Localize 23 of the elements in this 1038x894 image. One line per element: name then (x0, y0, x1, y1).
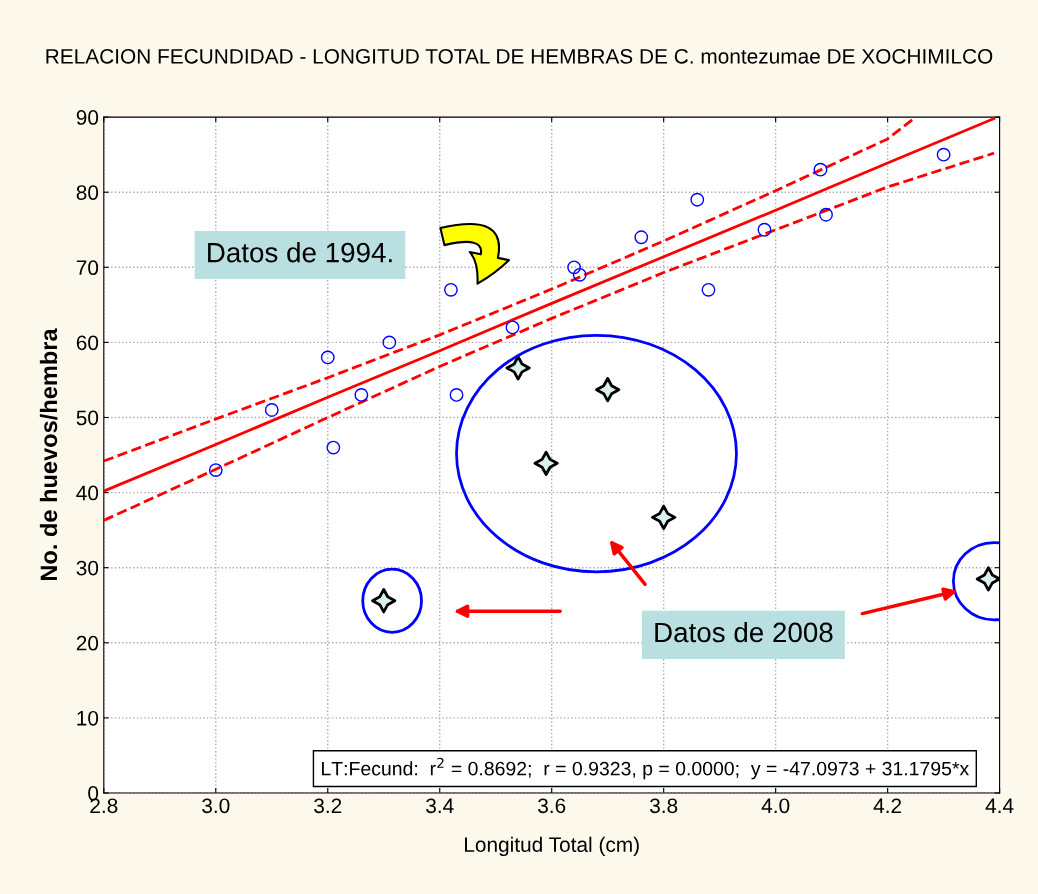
y-tick-label: 20 (76, 635, 99, 651)
annotation: Datos de 1994. (208, 242, 392, 263)
x-tick-label: 3.0 (202, 798, 230, 814)
x-tick-label: 4.0 (761, 798, 790, 814)
annotation: LT:Fecund: r$^{2}$ = 0.8692; r = 0.9323, p = 0.0000; y = -47.0973 + 31.1795*x (322, 757, 970, 780)
x-tick-label: 3.2 (314, 798, 342, 814)
x-tick-label: 3.6 (538, 798, 566, 814)
x-tick-label: 3.8 (649, 798, 678, 814)
y-tick-label: 80 (76, 185, 99, 200)
y-tick-label: 50 (76, 410, 99, 426)
y-axis-title: No. de huevos/hembra (39, 328, 58, 581)
y-tick-label: 10 (77, 710, 99, 726)
annotation: Datos de 2008 (655, 621, 833, 643)
x-tick-label: 3.4 (426, 798, 454, 814)
y-tick-label: 30 (76, 560, 99, 576)
y-tick-label: 40 (76, 485, 99, 501)
x-axis-title: Longitud Total (cm) (465, 836, 639, 857)
y-tick-label: 60 (76, 335, 99, 351)
chart-title: RELACION FECUNDIDAD - LONGITUD TOTAL DE HEMBRAS DE C. montezumae DE XOCHIMILCO (46, 48, 993, 64)
x-tick-label: 4.4 (985, 798, 1014, 813)
y-tick-label: 90 (76, 110, 99, 125)
y-tick-label: 70 (76, 260, 99, 276)
x-tick-label: 4.2 (873, 798, 902, 813)
